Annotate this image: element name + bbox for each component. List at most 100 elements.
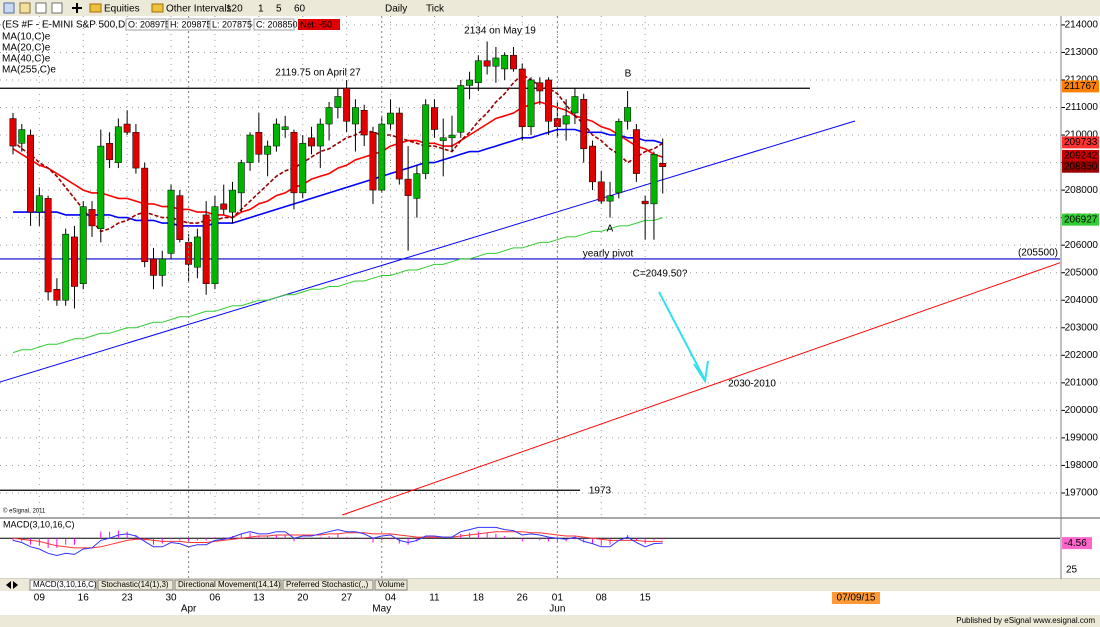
toolbar-icon[interactable] <box>72 3 82 13</box>
folder-icon[interactable] <box>151 3 164 13</box>
tab[interactable] <box>374 579 408 591</box>
candle-body <box>53 288 61 301</box>
candles <box>9 41 667 309</box>
toolbar-item[interactable]: Equities <box>104 4 140 15</box>
annotation: B <box>625 69 632 80</box>
candle-body <box>430 107 438 130</box>
annotation: 2119.75 on April 27 <box>275 68 361 79</box>
candle-body <box>545 79 553 122</box>
candle-body <box>483 60 491 67</box>
ma-line <box>12 101 663 219</box>
toolbar-item[interactable]: 5 <box>276 4 282 15</box>
candle-body <box>18 129 26 144</box>
price-tag-label: 209242 <box>1064 151 1098 162</box>
candle-body <box>536 82 544 92</box>
macd-tag-label: -4.56 <box>1064 538 1087 549</box>
y-tick-label: 208000 <box>1065 185 1099 196</box>
candle-body <box>62 233 70 301</box>
x-tick-label: 23 <box>122 593 134 604</box>
y-tick-label: 214000 <box>1065 20 1099 31</box>
date-axis <box>0 591 1100 615</box>
date-tag <box>832 592 880 604</box>
candle-body <box>632 129 640 174</box>
candle-body <box>334 96 342 108</box>
candle-body <box>281 126 289 130</box>
candle-body <box>211 206 219 284</box>
toolbar-item[interactable]: Other Intervals <box>166 4 232 15</box>
annotation: 1973 <box>589 486 612 497</box>
candle-body <box>290 132 298 194</box>
candle-body <box>229 189 236 213</box>
macd-line <box>12 526 663 557</box>
candle-body <box>97 145 105 229</box>
toolbar-icon[interactable] <box>35 2 47 14</box>
toolbar-item[interactable]: 60 <box>294 4 306 15</box>
toolbar-icon[interactable] <box>19 2 31 14</box>
toolbar-item[interactable]: Tick <box>426 4 445 15</box>
candle-body <box>79 206 87 284</box>
tab[interactable] <box>174 579 282 591</box>
price-tag-label: 211767 <box>1064 81 1097 92</box>
tab-label[interactable]: Volume <box>378 580 405 589</box>
tab[interactable] <box>282 579 374 591</box>
toolbar-item[interactable]: Daily <box>385 4 407 15</box>
tab-scroll-arrows[interactable] <box>6 581 18 589</box>
toolbar-icon[interactable] <box>51 2 63 14</box>
annotation: 2134 on May 19 <box>464 26 536 37</box>
tab[interactable] <box>29 579 97 591</box>
candle-body <box>255 132 263 155</box>
x-tick-label: 18 <box>473 593 485 604</box>
trendlines <box>0 120 1060 516</box>
macd-plot <box>0 526 1060 557</box>
candle-body <box>606 195 614 202</box>
y-tick-label: 212000 <box>1065 75 1099 86</box>
quote-box <box>253 18 295 31</box>
y-tick-label: 200000 <box>1065 405 1099 416</box>
annotation: 2030-2010 <box>728 379 776 390</box>
legend-entry: MA(20,C)e <box>2 43 51 54</box>
macd-pane: MACD(3,10,16,C) -4.56 25 <box>0 519 1100 578</box>
candle-body <box>597 181 605 202</box>
y-tick-label: 198000 <box>1065 460 1099 471</box>
macd-signal-line <box>12 531 663 549</box>
toolbar-icon[interactable] <box>3 2 15 14</box>
tab-label[interactable]: MACD(3,10,16,C) <box>33 580 97 589</box>
x-tick-label: 04 <box>385 593 397 604</box>
y-tick-label: 204000 <box>1065 295 1099 306</box>
x-tick-label: 06 <box>209 593 221 604</box>
level-lines <box>0 87 1060 491</box>
candle-body <box>114 126 122 163</box>
tab-label[interactable]: Preferred Stochastic(,,) <box>286 580 369 589</box>
tab[interactable] <box>97 579 174 591</box>
toolbar-item[interactable]: 1 <box>258 4 264 15</box>
toolbar <box>0 0 1100 16</box>
quote-field: C: 208850 <box>256 19 298 29</box>
macd-pane-background <box>0 519 1100 578</box>
tab-label[interactable]: Directional Movement(14,14) <box>178 580 281 589</box>
candle-body <box>308 137 315 147</box>
x-tick-label: 08 <box>596 593 608 604</box>
candle-body <box>150 258 157 276</box>
candle-body <box>387 112 394 125</box>
candle-body <box>474 60 482 83</box>
toolbar-item[interactable]: 120 <box>226 4 243 15</box>
candle-body <box>176 195 184 240</box>
candle-body <box>527 79 535 128</box>
candle-body <box>492 57 500 67</box>
candle-body <box>167 189 175 254</box>
toolbar-icons <box>3 2 164 14</box>
y-tick-label: 197000 <box>1065 488 1099 499</box>
candle-body <box>624 107 632 122</box>
tab-label[interactable]: Stochastic(14(1),3) <box>101 580 169 589</box>
folder-icon[interactable] <box>89 3 102 13</box>
legend-entry: MA(40,C)e <box>2 54 51 65</box>
candle-body <box>641 200 649 205</box>
quote-field: L: 207875 <box>212 19 252 29</box>
candle-body <box>457 85 465 133</box>
candle-body <box>132 132 140 169</box>
ma-line <box>13 128 663 227</box>
candle-body <box>343 87 351 122</box>
candle-body <box>220 203 228 210</box>
candle-body <box>589 145 596 183</box>
